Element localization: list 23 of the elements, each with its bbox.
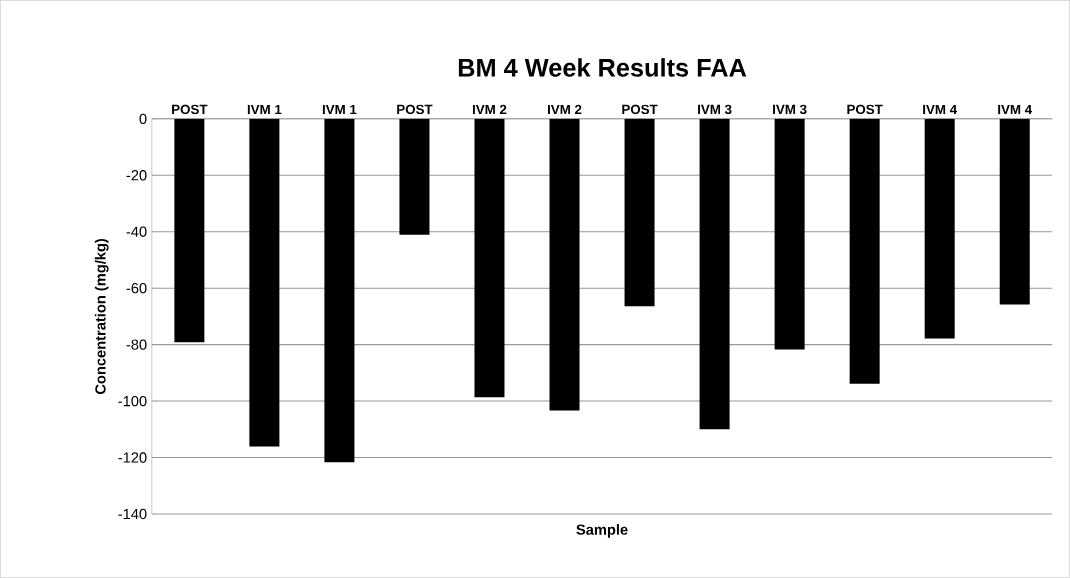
y-tick-label: -40 [126,226,147,238]
y-tick-label: -20 [126,170,147,181]
x-tick-label: IVM 2 [548,104,582,115]
y-axis-title: Concentration (mg/kg) [94,238,109,395]
x-tick-label: IVM 1 [322,105,357,115]
chart-title: BM 4 Week Results FAA [458,58,747,77]
y-tick-label: -60 [126,283,147,294]
x-tick-label: IVM 4 [998,105,1033,115]
x-axis-title: Sample [576,524,628,538]
y-tick-label: -140 [118,508,147,520]
x-tick-label: POST [172,104,208,115]
x-tick-label: IVM 4 [923,105,958,115]
y-tick-label: 0 [139,113,147,125]
x-tick-label: IVM 3 [698,104,732,115]
x-tick-label: IVM 1 [247,105,282,115]
x-tick-label: POST [622,104,658,115]
x-tick-label: IVM 2 [472,104,507,115]
x-tick-label: POST [397,104,433,115]
x-tick-label: IVM 3 [773,104,807,115]
y-tick-label: -120 [118,452,147,463]
y-tick-label: -80 [126,339,147,350]
y-tick-label: -100 [118,396,147,407]
x-tick-label: POST [847,104,883,115]
